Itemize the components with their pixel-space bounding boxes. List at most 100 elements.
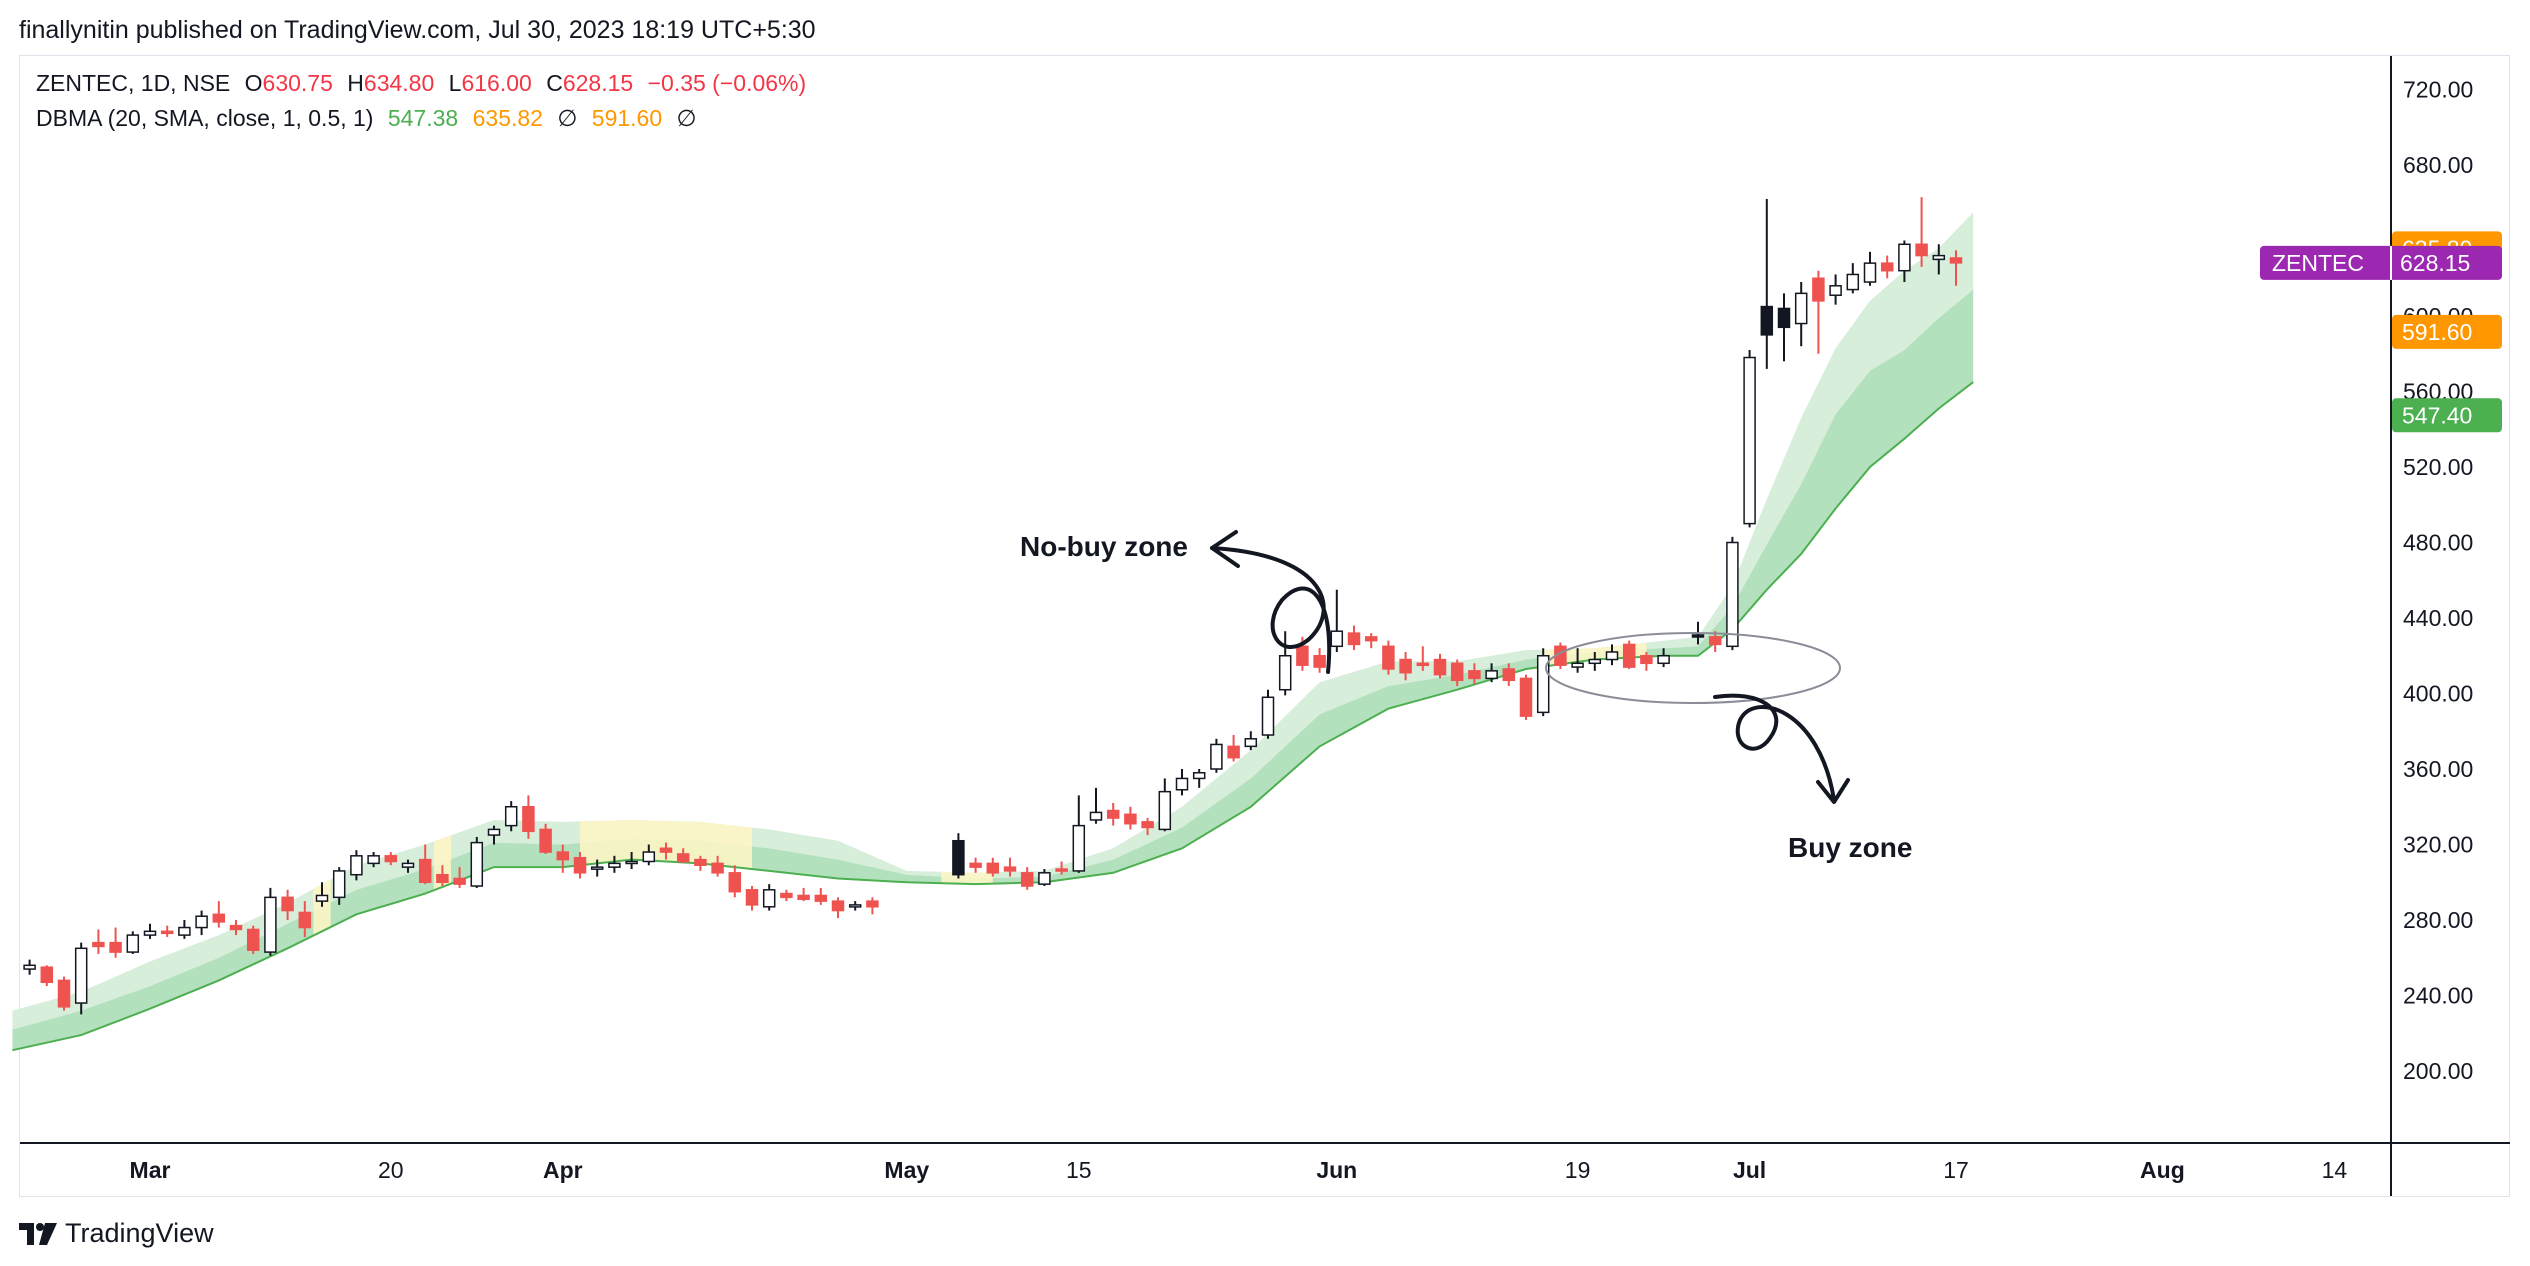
band-lower-line [12, 381, 1974, 1052]
time-tick-label: 14 [2322, 1157, 2348, 1183]
candle [745, 886, 759, 911]
candle-body [1794, 292, 1808, 325]
candle-body [74, 947, 88, 1004]
band-yellow-segment [1543, 500, 1647, 1000]
lower-band-tag-text: 547.40 [2402, 402, 2472, 428]
candle-body [40, 966, 54, 984]
candle-body [298, 911, 312, 929]
candle-body [57, 979, 71, 1008]
candle-body [1347, 632, 1361, 646]
candle-body [1812, 277, 1825, 302]
candle-body [1416, 662, 1430, 667]
price-tick-label: 280.00 [2403, 907, 2473, 933]
candle-body [92, 941, 105, 948]
legend-symbol[interactable]: ZENTEC, 1D, NSE [36, 70, 231, 96]
candle [848, 901, 862, 911]
candle-body [1726, 541, 1739, 648]
candle [1003, 857, 1017, 877]
candle [1605, 644, 1619, 666]
candle-body [1588, 658, 1602, 665]
candle [1760, 198, 1774, 369]
candle-body [281, 896, 294, 912]
legend-close-label: C [546, 70, 563, 96]
time-tick-label: Jun [1316, 1157, 1357, 1183]
price-tick-label: 440.00 [2403, 605, 2473, 631]
band-outer [12, 212, 1974, 1030]
candle [1932, 244, 1946, 275]
candle [1158, 778, 1172, 832]
candle-body [178, 926, 191, 936]
candle [1468, 663, 1481, 685]
candle-body [625, 860, 638, 865]
candle-body [745, 889, 759, 906]
legend-open-value: 630.75 [262, 70, 333, 96]
candle-body [1433, 658, 1447, 676]
candle-body [1519, 677, 1533, 717]
candle [384, 852, 398, 866]
price-tick-label: 200.00 [2403, 1058, 2473, 1084]
candle-body [1210, 743, 1223, 770]
candle-body [1708, 636, 1722, 646]
candle-body [1622, 643, 1636, 668]
candle [212, 901, 226, 928]
candle-body [762, 889, 776, 908]
candle [556, 844, 570, 873]
legend-high-value: 634.80 [363, 70, 435, 96]
candle-body [1038, 872, 1051, 885]
legend-low-value: 616.00 [461, 70, 532, 96]
candle [350, 850, 363, 881]
lower-band-tag: 547.40 [2392, 398, 2502, 433]
candle [229, 920, 243, 936]
candle-body [1124, 813, 1137, 825]
candle-body [642, 851, 656, 863]
candle [1588, 651, 1602, 671]
candle-body [1915, 243, 1928, 257]
candle-body [814, 894, 828, 902]
band-yellow-segment [433, 500, 451, 1000]
candle [1794, 282, 1808, 347]
no-buy-arrow [1210, 546, 1332, 674]
indicator-name[interactable]: DBMA (20, SMA, close, 1, 0.5, 1) [36, 105, 374, 131]
candle-body [1571, 662, 1584, 668]
price-axis[interactable]: 200.00 240.00 280.00 320.00 360.00 400.00 440.… [2403, 77, 2473, 1085]
candle [797, 887, 810, 902]
indicator-na-icon: ∅ [557, 105, 578, 131]
candle [1175, 769, 1189, 796]
candle [1210, 738, 1223, 773]
candle-body [23, 964, 36, 970]
time-tick-label: Mar [130, 1157, 171, 1183]
candle-body [1330, 630, 1344, 648]
candle-body [229, 924, 243, 931]
symbol-legend: ZENTEC, 1D, NSE O630.75 H634.80 L616.00 … [36, 70, 814, 97]
candle-body [436, 873, 449, 884]
candle-body [797, 894, 810, 900]
candle [573, 852, 587, 879]
candle [298, 901, 312, 937]
tradingview-logo[interactable]: TradingView [19, 1218, 214, 1249]
time-tick-label: 20 [378, 1157, 404, 1183]
candle-body [1949, 257, 1963, 264]
candle-body [1175, 777, 1189, 791]
candle [1106, 802, 1120, 826]
candle [1124, 806, 1137, 830]
time-axis[interactable]: Mar 20 Apr May 15 Jun 19 Jul 17 Aug 14 [130, 1157, 2348, 1183]
candle [1898, 240, 1911, 283]
candle [969, 857, 982, 873]
candle [1708, 631, 1722, 652]
published-byline: finallynitin published on TradingView.co… [19, 16, 816, 44]
candle [694, 855, 707, 871]
candle-body [367, 855, 380, 865]
candle-body [1536, 655, 1550, 714]
candle-body [401, 862, 415, 868]
buy-zone-label: Buy zone [1788, 832, 1912, 863]
legend-low-label: L [448, 70, 462, 96]
candle-body [1244, 738, 1258, 748]
candle [40, 965, 54, 987]
candle-body [246, 928, 260, 951]
candle [814, 887, 828, 905]
candle-body [1158, 790, 1172, 831]
candle [418, 844, 432, 885]
candle [866, 897, 879, 915]
time-tick-label: 15 [1066, 1157, 1092, 1183]
